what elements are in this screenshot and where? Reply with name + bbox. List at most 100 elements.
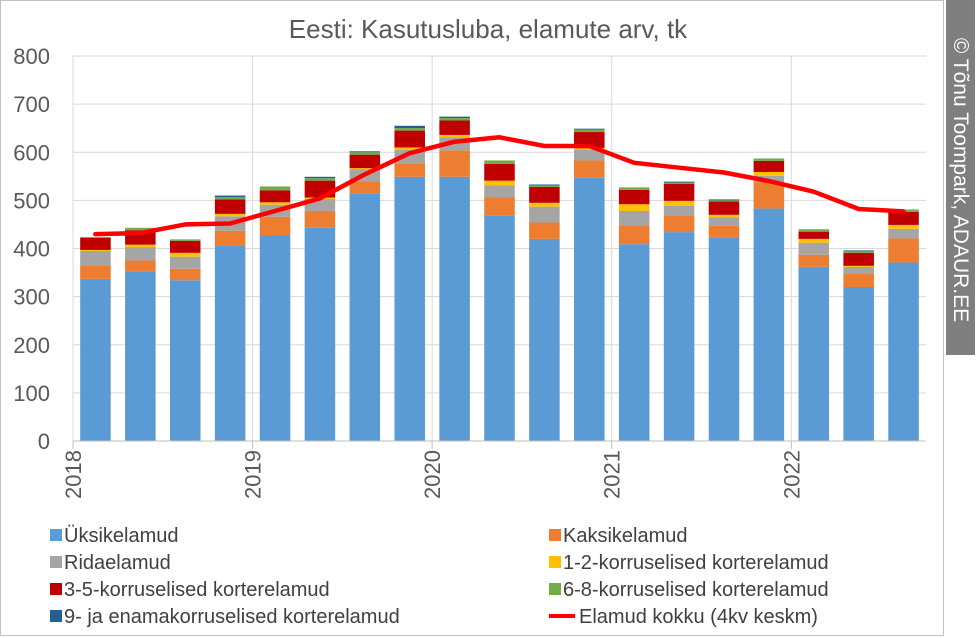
bar-segment xyxy=(125,271,156,441)
bar-segment xyxy=(484,185,515,198)
bar-segment xyxy=(708,199,740,201)
bar-segment xyxy=(304,176,336,179)
bar-segment xyxy=(843,250,874,252)
legend-item: 9- ja enamakorruselised korterelamud xyxy=(50,606,400,629)
chart-frame xyxy=(0,0,944,636)
x-tick-label: 2022 xyxy=(779,450,804,499)
bar-segment xyxy=(304,178,336,181)
bar-segment xyxy=(394,130,425,148)
bar-segment xyxy=(214,245,246,441)
legend-label: 6-8-korruselised korterelamud xyxy=(563,579,829,601)
bar-segment xyxy=(169,268,201,281)
bar-segment xyxy=(304,227,336,441)
legend-item: Elamud kokku (4kv keskm) xyxy=(549,606,818,629)
bar-segment xyxy=(708,214,740,218)
series-line-elamud-kokku xyxy=(93,135,906,237)
legend-item: 6-8-korruselised korterelamud xyxy=(549,579,829,602)
bar-segment xyxy=(125,260,156,272)
bar-segment xyxy=(843,251,874,253)
bar-segment xyxy=(214,199,246,214)
legend-swatch xyxy=(549,528,561,541)
bar-segment xyxy=(484,215,515,441)
legend-item: 3-5-korruselised korterelamud xyxy=(50,579,330,602)
bar-segment xyxy=(80,250,111,266)
bar-segment xyxy=(574,129,605,133)
bar-segment xyxy=(214,230,246,246)
bar-segment xyxy=(439,120,470,135)
bar-segment xyxy=(259,190,291,203)
legend-label: Elamud kokku (4kv keskm) xyxy=(579,606,818,628)
bar-segment xyxy=(484,180,515,186)
y-tick-label: 400 xyxy=(13,237,50,262)
legend-swatch xyxy=(50,609,62,622)
bar-segment xyxy=(80,236,111,238)
bar-segment xyxy=(394,163,425,177)
x-tick-label: 2020 xyxy=(420,450,445,499)
bar-segment xyxy=(708,225,740,238)
bar-segment xyxy=(439,116,470,119)
y-tick-label: 100 xyxy=(13,381,50,406)
legend-label: 1-2-korruselised korterelamud xyxy=(563,552,829,574)
chart-title: Eesti: Kasutusluba, elamute arv, tk xyxy=(288,14,688,44)
bar-segment xyxy=(708,237,740,441)
bar-segment xyxy=(663,215,695,233)
bar-segment xyxy=(125,247,156,261)
x-tick-label: 2021 xyxy=(600,450,625,499)
bar-segment xyxy=(214,195,246,198)
bar-segment xyxy=(529,202,560,207)
legend-swatch xyxy=(549,555,561,568)
bar-segment xyxy=(529,238,560,441)
bar-segment xyxy=(439,176,470,441)
bar-segment xyxy=(169,240,201,253)
legend-label: Üksikelamud xyxy=(64,525,179,547)
bar-segment xyxy=(169,256,201,269)
bar-segment xyxy=(753,171,785,176)
bar-segment xyxy=(753,182,785,209)
bar-segment xyxy=(214,197,246,200)
bar-segment xyxy=(843,266,874,275)
bar-segment xyxy=(618,225,650,245)
bar-segment xyxy=(798,254,830,267)
bar-segment xyxy=(574,160,605,178)
bar-segment xyxy=(843,274,874,287)
legend-label: 9- ja enamakorruselised korterelamud xyxy=(64,606,400,628)
legend-label: Ridaelamud xyxy=(64,552,171,574)
y-tick-label: 0 xyxy=(38,429,50,454)
bar-segment xyxy=(663,184,695,201)
legend-label: Kaksikelamud xyxy=(563,525,688,547)
y-tick-label: 800 xyxy=(13,44,50,69)
bar-segment xyxy=(125,227,156,231)
bar-segment xyxy=(529,184,560,186)
bar-segment xyxy=(214,213,246,217)
bar-segment xyxy=(439,118,470,121)
legend-swatch xyxy=(549,582,561,595)
bar-segment xyxy=(843,265,874,267)
bar-segment xyxy=(798,266,830,441)
y-tick-label: 300 xyxy=(13,285,50,310)
bar-segment xyxy=(618,210,650,226)
bar-segment xyxy=(394,147,425,150)
bar-segment xyxy=(888,228,919,239)
bar-segment xyxy=(798,238,830,243)
bar-segment xyxy=(349,151,381,153)
bar-segment xyxy=(394,128,425,131)
y-tick-label: 200 xyxy=(13,333,50,358)
bar-segment xyxy=(484,197,515,216)
bar-segment xyxy=(753,208,785,441)
bar-segment xyxy=(529,186,560,203)
bar-segment xyxy=(888,262,919,441)
legend-item: Üksikelamud xyxy=(50,525,178,548)
bar-segment xyxy=(80,278,111,441)
bar-segment xyxy=(708,217,740,226)
bar-segment xyxy=(798,229,830,232)
y-tick-label: 700 xyxy=(13,92,50,117)
bar-segment xyxy=(574,177,605,441)
bar-segment xyxy=(888,238,919,263)
bar-segment xyxy=(529,185,560,187)
legend-swatch xyxy=(549,613,575,618)
bar-segment xyxy=(349,154,381,169)
bar-segment xyxy=(888,211,919,225)
bar-segment xyxy=(349,181,381,194)
bar-segment xyxy=(394,176,425,441)
x-tick-label: 2018 xyxy=(61,450,86,499)
